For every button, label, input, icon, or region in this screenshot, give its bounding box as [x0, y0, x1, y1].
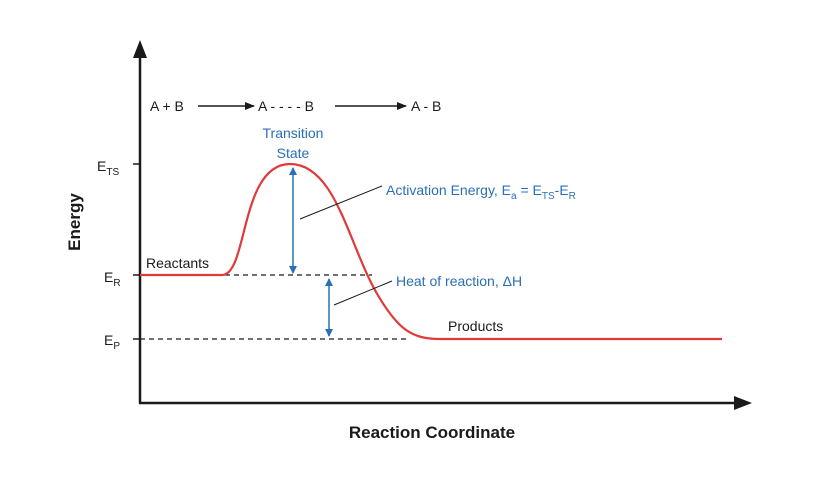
- energy-curve: [140, 162, 722, 341]
- y-axis-title: Energy: [65, 193, 84, 251]
- x-axis-title: Reaction Coordinate: [349, 423, 515, 442]
- products-label: Products: [448, 318, 503, 334]
- y-axis-arrowhead: [133, 40, 147, 58]
- tick-label-ets: ETS: [97, 158, 119, 178]
- heat-of-reaction-label: Heat of reaction, ΔH: [396, 273, 522, 289]
- heat-of-reaction-leader: [333, 280, 393, 306]
- activation-energy-leader: [299, 185, 383, 220]
- scheme-reactants: A + B: [150, 98, 184, 114]
- transition-state-label-line1: Transition: [263, 125, 324, 141]
- scheme-intermediate: A - - - - B: [258, 98, 314, 114]
- transition-state-label-line2: State: [277, 145, 310, 161]
- tick-label-ep: EP: [104, 332, 120, 352]
- tick-label-er: ER: [104, 269, 121, 289]
- activation-energy-label: Activation Energy, Ea = ETS-ER: [386, 182, 576, 202]
- scheme-product: A - B: [411, 98, 441, 114]
- reactants-label: Reactants: [146, 255, 209, 271]
- x-axis-arrowhead: [734, 396, 752, 410]
